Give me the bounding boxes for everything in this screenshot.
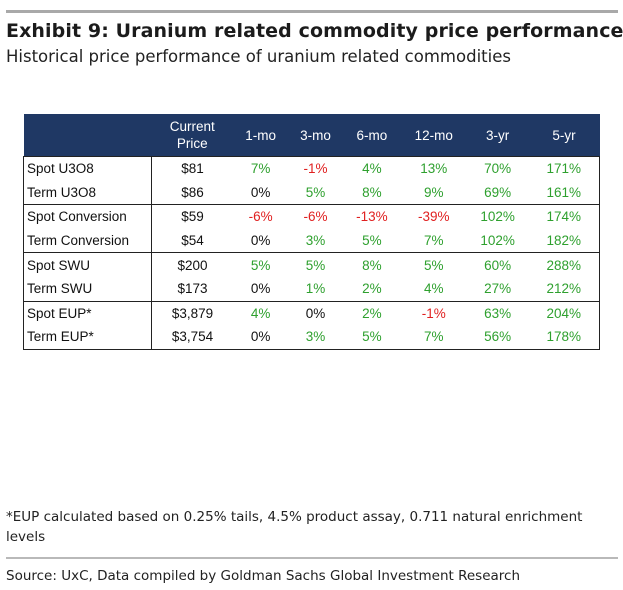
header-current-price-line2: Price <box>176 136 208 151</box>
header-12mo: 12-mo <box>414 127 453 143</box>
row-change-1mo: 0% <box>250 184 271 200</box>
row-name: Term SWU <box>23 276 152 302</box>
row-change-3mo: 5% <box>305 184 326 200</box>
row-change-3yr: 102% <box>466 204 529 229</box>
table-row: Term Conversion $54 0% 3% 5% 7% 102% 182% <box>23 228 600 253</box>
exhibit-subtitle: Historical price performance of uranium … <box>6 47 511 66</box>
row-change-3mo: -1% <box>288 155 343 181</box>
row-current-price: $200 <box>151 252 234 277</box>
row-change-3yr: 56% <box>466 325 529 350</box>
row-change-5yr: 204% <box>528 300 600 326</box>
row-change-3yr: 69% <box>484 184 512 200</box>
row-current-price: $54 <box>181 233 204 249</box>
row-change-1mo: 5% <box>233 252 289 277</box>
table-row: Term U3O8 $86 0% 5% 8% 9% 69% 161% <box>23 180 600 205</box>
row-change-3mo: -6% <box>288 204 343 229</box>
row-change-12mo: 5% <box>400 252 467 277</box>
row-change-3yr: 70% <box>466 155 529 181</box>
table-row: Term SWU $173 0% 1% 2% 4% 27% 212% <box>23 276 600 302</box>
row-change-3yr: 102% <box>480 233 515 249</box>
row-current-price: $173 <box>177 281 208 297</box>
row-change-6mo: 2% <box>362 281 382 297</box>
row-change-5yr: 178% <box>528 325 600 350</box>
row-change-12mo: 13% <box>400 155 467 181</box>
row-name: Spot Conversion <box>23 204 152 229</box>
source-line: Source: UxC, Data compiled by Goldman Sa… <box>6 568 521 584</box>
exhibit-title: Exhibit 9: Uranium related commodity pri… <box>6 20 623 42</box>
row-name: Term EUP* <box>23 325 152 350</box>
table-row: Term EUP* $3,754 0% 3% 5% 7% 56% 178% <box>23 325 600 350</box>
row-name: Term Conversion <box>23 228 152 253</box>
header-current-price-line1: Current <box>169 119 215 134</box>
row-change-6mo: 4% <box>342 155 401 181</box>
row-change-5yr: 161% <box>528 180 600 205</box>
row-current-price: $59 <box>151 204 234 229</box>
row-change-12mo: 9% <box>423 184 444 200</box>
row-current-price: $86 <box>181 184 204 200</box>
row-change-6mo: 2% <box>342 300 401 326</box>
row-change-1mo: 7% <box>233 155 289 181</box>
row-name: Spot SWU <box>23 252 152 277</box>
source-rule <box>6 557 618 559</box>
row-change-1mo: 0% <box>250 281 271 297</box>
row-change-12mo: 4% <box>423 281 444 297</box>
table-row: Spot Conversion $59 -6% -6% -13% -39% 102% 174% <box>23 204 600 229</box>
row-change-12mo: -39% <box>400 204 467 229</box>
row-change-3mo: 5% <box>288 252 343 277</box>
row-change-3mo: 3% <box>305 233 326 249</box>
header-current-price: Current Price <box>151 114 233 157</box>
footnote: *EUP calculated based on 0.25% tails, 4.… <box>6 509 583 545</box>
top-rule <box>6 10 618 13</box>
header-6mo: 6-mo <box>356 127 388 143</box>
row-change-3mo: 0% <box>288 300 343 326</box>
header-3yr: 3-yr <box>485 127 510 143</box>
row-change-12mo: 7% <box>423 233 444 249</box>
table-row: Spot SWU $200 5% 5% 8% 5% 60% 288% <box>23 252 600 277</box>
row-change-3yr: 63% <box>466 300 529 326</box>
row-change-12mo: -1% <box>400 300 467 326</box>
row-change-6mo: 8% <box>362 184 382 200</box>
row-change-6mo: -13% <box>342 204 401 229</box>
row-change-6mo: 5% <box>342 325 401 350</box>
row-change-3yr: 27% <box>484 281 512 297</box>
row-change-12mo: 7% <box>400 325 467 350</box>
row-name: Spot EUP* <box>23 300 152 326</box>
row-change-3yr: 60% <box>466 252 529 277</box>
row-name: Term U3O8 <box>23 180 152 205</box>
row-change-3mo: 1% <box>305 281 326 297</box>
row-change-5yr: 174% <box>528 204 600 229</box>
row-name: Spot U3O8 <box>23 155 152 181</box>
header-5yr: 5-yr <box>552 127 576 143</box>
table-row: Spot EUP* $3,879 4% 0% 2% -1% 63% 204% <box>23 300 600 326</box>
row-change-1mo: 0% <box>250 233 271 249</box>
row-change-1mo: -6% <box>233 204 289 229</box>
table-row: Spot U3O8 $81 7% -1% 4% 13% 70% 171% <box>23 155 600 181</box>
row-change-5yr: 182% <box>528 228 600 253</box>
table-header-row: Current Price 1-mo 3-mo 6-mo 12-mo 3-yr … <box>23 114 600 157</box>
row-change-5yr: 288% <box>528 252 600 277</box>
row-current-price: $3,754 <box>151 325 234 350</box>
row-current-price: $3,879 <box>151 300 234 326</box>
row-change-6mo: 5% <box>362 233 382 249</box>
row-change-1mo: 0% <box>233 325 289 350</box>
header-name <box>24 114 152 157</box>
price-performance-table: Current Price 1-mo 3-mo 6-mo 12-mo 3-yr … <box>23 114 600 350</box>
row-current-price: $81 <box>151 155 234 181</box>
row-change-1mo: 4% <box>233 300 289 326</box>
row-change-5yr: 212% <box>528 276 600 302</box>
row-change-6mo: 8% <box>342 252 401 277</box>
header-3mo: 3-mo <box>300 127 331 143</box>
row-change-5yr: 171% <box>528 155 600 181</box>
row-change-3mo: 3% <box>288 325 343 350</box>
header-1mo: 1-mo <box>245 127 276 143</box>
